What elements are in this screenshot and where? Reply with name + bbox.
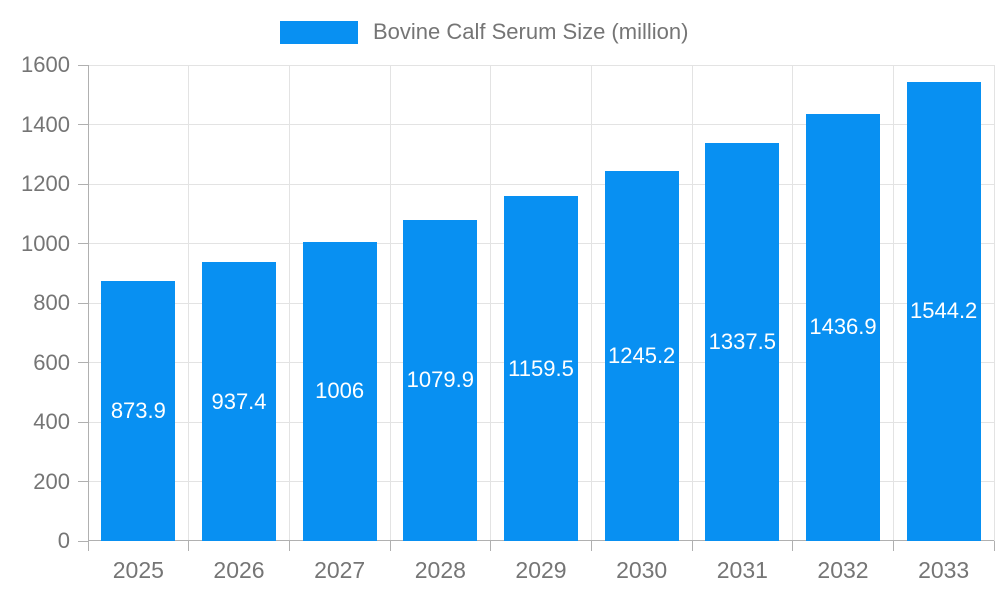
y-axis-label: 1600 xyxy=(21,52,70,77)
x-axis-label: 2029 xyxy=(515,557,567,583)
y-gridline xyxy=(88,64,994,66)
x-gridline xyxy=(792,65,794,541)
x-axis-label: 2026 xyxy=(213,557,265,583)
y-axis-label: 1000 xyxy=(21,230,70,256)
x-axis-label: 2025 xyxy=(112,557,164,583)
x-axis-label: 2028 xyxy=(414,557,466,583)
bar-2031[interactable] xyxy=(705,143,780,541)
legend-label: Bovine Calf Serum Size (million) xyxy=(373,19,689,44)
y-axis-label: 1400 xyxy=(21,111,70,137)
x-gridline xyxy=(590,65,592,541)
y-axis-label: 400 xyxy=(33,409,70,434)
x-axis-tick xyxy=(691,541,693,551)
x-axis-tick xyxy=(389,541,391,551)
bar-2033[interactable] xyxy=(906,81,981,541)
x-axis-label: 2027 xyxy=(314,557,366,583)
bar-2030[interactable] xyxy=(604,170,679,541)
y-axis-label: 600 xyxy=(33,349,70,375)
bar-2026[interactable] xyxy=(202,262,276,541)
y-axis-tick xyxy=(78,362,88,363)
legend-swatch-icon xyxy=(280,20,358,44)
y-axis-tick xyxy=(78,243,88,244)
bar-2025[interactable] xyxy=(101,281,176,541)
x-axis-tick xyxy=(993,541,995,551)
x-axis-label: 2033 xyxy=(918,557,970,583)
x-axis-label: 2030 xyxy=(616,557,668,583)
x-axis-tick xyxy=(490,541,492,551)
bar-2027[interactable] xyxy=(302,241,377,541)
y-axis-tick xyxy=(78,183,88,185)
y-axis-label: 0 xyxy=(57,528,70,553)
bar-2032[interactable] xyxy=(806,113,880,541)
x-axis-tick xyxy=(87,541,89,551)
y-axis-label: 200 xyxy=(33,468,70,494)
x-gridline xyxy=(993,65,995,541)
x-gridline xyxy=(288,65,290,541)
x-gridline xyxy=(691,65,693,541)
x-gridline xyxy=(490,65,492,541)
x-axis-tick xyxy=(892,541,894,551)
y-axis-tick xyxy=(78,64,88,66)
x-gridline xyxy=(892,65,894,541)
y-axis-tick xyxy=(78,302,88,304)
x-axis-label: 2031 xyxy=(716,557,768,583)
x-axis-tick xyxy=(590,541,592,551)
y-axis-label: 800 xyxy=(33,290,70,315)
x-axis-tick xyxy=(188,541,190,551)
legend[interactable]: Bovine Calf Serum Size (million) xyxy=(280,19,688,45)
bar-2028[interactable] xyxy=(403,219,478,541)
y-axis-tick xyxy=(78,481,88,482)
bar-2029[interactable] xyxy=(504,196,578,541)
x-gridline xyxy=(188,65,190,541)
x-gridline xyxy=(389,65,391,541)
x-axis-tick xyxy=(288,541,290,551)
x-axis-label: 2032 xyxy=(817,557,869,583)
y-axis-tick xyxy=(78,124,88,125)
y-axis-line xyxy=(88,65,89,551)
y-axis-tick xyxy=(78,540,88,542)
y-axis-tick xyxy=(78,421,88,423)
plot-area: 0 200 400 600 800 1000 1200 1400 1600 873.9 2025 93… xyxy=(21,52,995,583)
y-axis-label: 1200 xyxy=(21,171,70,196)
x-axis-tick xyxy=(792,541,794,551)
